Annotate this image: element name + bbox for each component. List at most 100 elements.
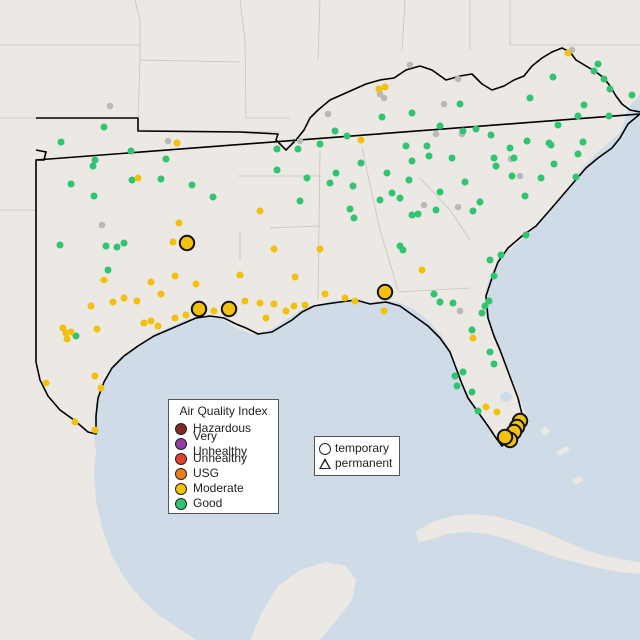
monitor-good[interactable]	[423, 142, 431, 150]
monitor-temporary-moderate[interactable]	[220, 300, 238, 318]
monitor-good[interactable]	[492, 162, 500, 170]
monitor-good[interactable]	[104, 266, 112, 274]
monitor-good[interactable]	[100, 123, 108, 131]
monitor-good[interactable]	[468, 388, 476, 396]
monitor-good[interactable]	[383, 169, 391, 177]
monitor-good[interactable]	[346, 205, 354, 213]
monitor-moderate[interactable]	[134, 174, 142, 182]
monitor-moderate[interactable]	[91, 426, 99, 434]
monitor-good[interactable]	[430, 290, 438, 298]
monitor-moderate[interactable]	[351, 297, 359, 305]
monitor-good[interactable]	[357, 159, 365, 167]
monitor-moderate[interactable]	[210, 307, 218, 315]
monitor-good[interactable]	[388, 189, 396, 197]
monitor-good[interactable]	[600, 75, 608, 83]
monitor-good[interactable]	[436, 122, 444, 130]
monitor-good[interactable]	[128, 176, 136, 184]
monitor-no-data[interactable]	[296, 137, 304, 145]
monitor-good[interactable]	[408, 109, 416, 117]
monitor-good[interactable]	[408, 211, 416, 219]
monitor-good[interactable]	[436, 298, 444, 306]
monitor-moderate[interactable]	[67, 328, 75, 336]
monitor-moderate[interactable]	[493, 408, 501, 416]
monitor-good[interactable]	[188, 181, 196, 189]
monitor-moderate[interactable]	[270, 245, 278, 253]
monitor-moderate[interactable]	[173, 139, 181, 147]
monitor-temporary-moderate[interactable]	[190, 300, 208, 318]
monitor-good[interactable]	[508, 172, 516, 180]
monitor-good[interactable]	[303, 174, 311, 182]
monitor-moderate[interactable]	[262, 314, 270, 322]
monitor-good[interactable]	[376, 196, 384, 204]
monitor-good[interactable]	[628, 91, 636, 99]
monitor-good[interactable]	[476, 198, 484, 206]
monitor-moderate[interactable]	[256, 299, 264, 307]
monitor-good[interactable]	[162, 155, 170, 163]
monitor-good[interactable]	[120, 239, 128, 247]
monitor-good[interactable]	[209, 193, 217, 201]
monitor-good[interactable]	[472, 125, 480, 133]
monitor-good[interactable]	[273, 145, 281, 153]
monitor-good[interactable]	[526, 94, 534, 102]
monitor-good[interactable]	[590, 67, 598, 75]
monitor-good[interactable]	[497, 251, 505, 259]
monitor-temporary-moderate[interactable]	[376, 283, 394, 301]
monitor-moderate[interactable]	[341, 294, 349, 302]
monitor-good[interactable]	[449, 299, 457, 307]
monitor-moderate[interactable]	[192, 280, 200, 288]
monitor-good[interactable]	[349, 182, 357, 190]
monitor-no-data[interactable]	[432, 130, 440, 138]
monitor-good[interactable]	[343, 132, 351, 140]
monitor-moderate[interactable]	[42, 379, 50, 387]
monitor-good[interactable]	[474, 407, 482, 415]
monitor-good[interactable]	[486, 256, 494, 264]
monitor-good[interactable]	[554, 121, 562, 129]
monitor-moderate[interactable]	[100, 276, 108, 284]
monitor-no-data[interactable]	[380, 94, 388, 102]
monitor-good[interactable]	[579, 138, 587, 146]
monitor-no-data[interactable]	[454, 75, 462, 83]
monitor-moderate[interactable]	[140, 319, 148, 327]
monitor-temporary-moderate[interactable]	[496, 428, 514, 446]
monitor-good[interactable]	[326, 179, 334, 187]
monitor-good[interactable]	[549, 73, 557, 81]
monitor-moderate[interactable]	[133, 297, 141, 305]
monitor-moderate[interactable]	[357, 136, 365, 144]
monitor-moderate[interactable]	[93, 325, 101, 333]
monitor-moderate[interactable]	[482, 403, 490, 411]
monitor-moderate[interactable]	[316, 245, 324, 253]
monitor-good[interactable]	[432, 206, 440, 214]
monitor-good[interactable]	[448, 154, 456, 162]
monitor-moderate[interactable]	[71, 418, 79, 426]
monitor-moderate[interactable]	[157, 290, 165, 298]
monitor-moderate[interactable]	[182, 311, 190, 319]
monitor-moderate[interactable]	[91, 372, 99, 380]
monitor-good[interactable]	[399, 246, 407, 254]
monitor-good[interactable]	[414, 210, 422, 218]
monitor-moderate[interactable]	[154, 322, 162, 330]
monitor-good[interactable]	[451, 372, 459, 380]
monitor-no-data[interactable]	[440, 100, 448, 108]
monitor-moderate[interactable]	[256, 207, 264, 215]
monitor-good[interactable]	[550, 160, 558, 168]
monitor-moderate[interactable]	[147, 317, 155, 325]
monitor-good[interactable]	[56, 241, 64, 249]
monitor-good[interactable]	[127, 147, 135, 155]
monitor-good[interactable]	[481, 302, 489, 310]
monitor-good[interactable]	[102, 242, 110, 250]
monitor-good[interactable]	[57, 138, 65, 146]
monitor-moderate[interactable]	[241, 297, 249, 305]
monitor-good[interactable]	[157, 175, 165, 183]
monitor-no-data[interactable]	[106, 102, 114, 110]
monitor-moderate[interactable]	[291, 273, 299, 281]
monitor-no-data[interactable]	[324, 110, 332, 118]
monitor-good[interactable]	[113, 243, 121, 251]
monitor-moderate[interactable]	[282, 307, 290, 315]
monitor-good[interactable]	[396, 194, 404, 202]
monitor-good[interactable]	[72, 332, 80, 340]
monitor-moderate[interactable]	[270, 300, 278, 308]
monitor-good[interactable]	[332, 169, 340, 177]
monitor-good[interactable]	[408, 157, 416, 165]
monitor-good[interactable]	[350, 214, 358, 222]
monitor-moderate[interactable]	[301, 301, 309, 309]
